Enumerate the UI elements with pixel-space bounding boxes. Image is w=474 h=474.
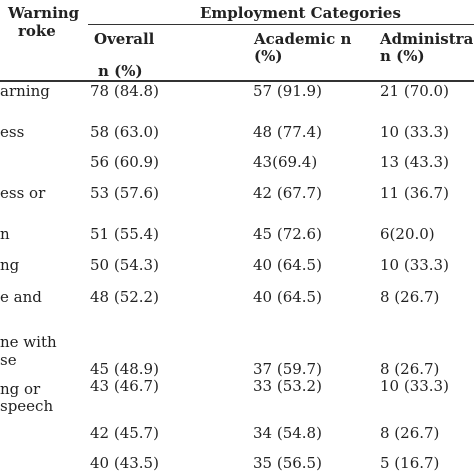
cell-administrative: 8 (26.7) xyxy=(380,424,440,442)
cell-administrative: 8 (26.7) xyxy=(380,288,440,306)
left-header-line2: roke xyxy=(18,22,56,40)
cell-administrative: 21 (70.0) xyxy=(380,82,449,100)
column-subheader-academic: (%) xyxy=(254,47,283,65)
column-subheader-administrative: n (%) xyxy=(380,47,425,65)
row-label: ng xyxy=(0,256,20,274)
cell-academic: 35 (56.5) xyxy=(253,454,322,472)
row-label: ess xyxy=(0,123,25,141)
row-label-line2: speech xyxy=(0,397,54,415)
cell-overall: 48 (52.2) xyxy=(90,288,159,306)
cell-administrative: 10 (33.3) xyxy=(380,256,449,274)
cell-administrative: 5 (16.7) xyxy=(380,454,440,472)
cell-academic: 57 (91.9) xyxy=(253,82,322,100)
group-header-rule xyxy=(88,24,474,25)
header-bottom-rule xyxy=(0,80,474,82)
cell-overall: 40 (43.5) xyxy=(90,454,159,472)
row-label: ne with xyxy=(0,333,57,351)
cell-administrative: 11 (36.7) xyxy=(380,184,449,202)
cell-overall: 53 (57.6) xyxy=(90,184,159,202)
cell-academic: 48 (77.4) xyxy=(253,123,322,141)
row-label: arning xyxy=(0,82,50,100)
row-label: n xyxy=(0,225,10,243)
cell-academic: 45 (72.6) xyxy=(253,225,322,243)
column-subheader-overall: n (%) xyxy=(98,62,143,80)
cell-overall: 45 (48.9) xyxy=(90,360,159,378)
cell-overall: 56 (60.9) xyxy=(90,153,159,171)
cell-overall: 50 (54.3) xyxy=(90,256,159,274)
row-label: e and xyxy=(0,288,42,306)
column-header-academic: Academic n xyxy=(254,30,352,48)
row-label: ng or xyxy=(0,380,41,398)
cell-academic: 43(69.4) xyxy=(253,153,318,171)
cell-administrative: 8 (26.7) xyxy=(380,360,440,378)
cell-overall: 42 (45.7) xyxy=(90,424,159,442)
cell-administrative: 13 (43.3) xyxy=(380,153,449,171)
cell-academic: 34 (54.8) xyxy=(253,424,322,442)
cell-academic: 40 (64.5) xyxy=(253,288,322,306)
cell-academic: 37 (59.7) xyxy=(253,360,322,378)
cell-administrative: 10 (33.3) xyxy=(380,377,449,395)
column-header-overall: Overall xyxy=(94,30,155,48)
cell-administrative: 6(20.0) xyxy=(380,225,435,243)
cell-academic: 42 (67.7) xyxy=(253,184,322,202)
cell-administrative: 10 (33.3) xyxy=(380,123,449,141)
cell-overall: 58 (63.0) xyxy=(90,123,159,141)
cell-overall: 78 (84.8) xyxy=(90,82,159,100)
cell-overall: 43 (46.7) xyxy=(90,377,159,395)
group-header: Employment Categories xyxy=(200,4,401,22)
cell-academic: 33 (53.2) xyxy=(253,377,322,395)
column-header-administrative: Administra xyxy=(380,30,474,48)
row-label-line2: se xyxy=(0,351,17,369)
left-header-line1: Warning xyxy=(8,4,80,22)
cell-overall: 51 (55.4) xyxy=(90,225,159,243)
cell-academic: 40 (64.5) xyxy=(253,256,322,274)
row-label: ess or xyxy=(0,184,46,202)
